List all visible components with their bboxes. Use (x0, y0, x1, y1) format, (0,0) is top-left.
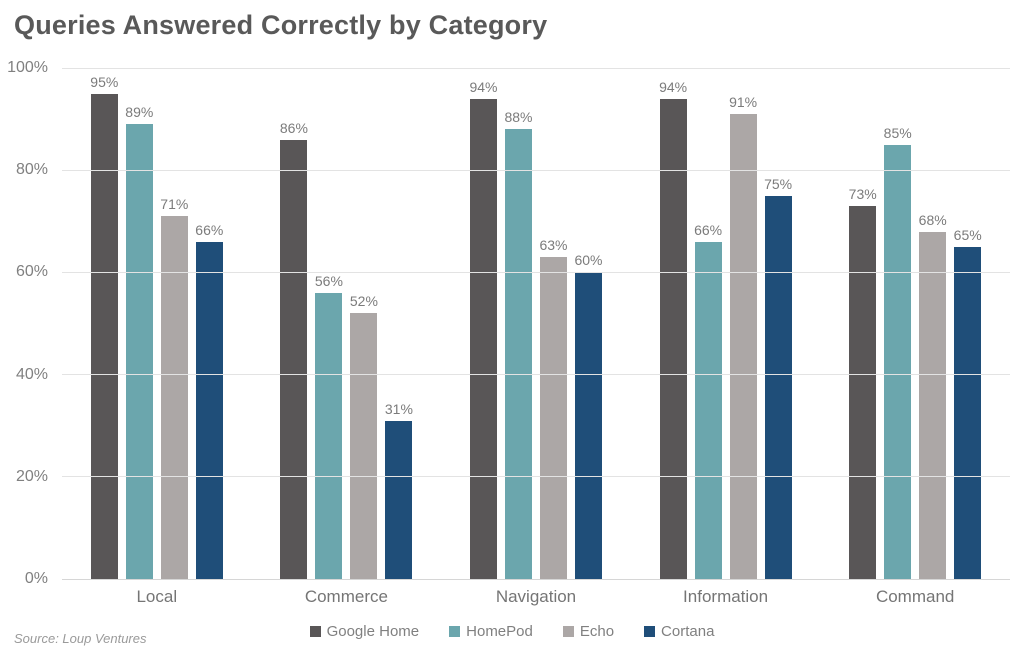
y-tick-label: 100% (7, 59, 48, 76)
bar-homepod: 66% (694, 222, 722, 579)
x-tick-label-local: Local (136, 587, 178, 606)
y-tick-label: 80% (15, 161, 48, 179)
bar-cortana: 60% (574, 252, 603, 579)
bar-value-label: 89% (125, 104, 154, 121)
bar-cortana: 66% (195, 222, 223, 579)
x-tick-label-commerce: Commerce (304, 587, 388, 606)
bar-homepod: 56% (315, 273, 343, 579)
gridline (62, 476, 1010, 478)
bar-value-label: 86% (279, 119, 308, 136)
bar-value-label: 52% (349, 293, 378, 310)
legend-item-cortana: Cortana (644, 623, 714, 640)
bar-value-label: 60% (574, 252, 603, 269)
bar-value-label: 31% (384, 400, 413, 417)
bar-value-label: 63% (539, 237, 568, 254)
chart-title: Queries Answered Correctly by Category (14, 10, 548, 40)
y-tick-label: 60% (15, 263, 48, 281)
y-tick-label: 0% (24, 570, 48, 587)
plot-area: 95% 89% 71% 66% 86% 56% 52% 31% 94% 88% 63% 60% 94% 6… (62, 67, 1010, 580)
legend-swatch-icon (449, 626, 461, 637)
y-tick-label: 20% (15, 467, 48, 485)
legend: Google Home HomePod Echo Cortana (0, 623, 1024, 640)
bar-group-commerce: 86% 56% 52% 31% (252, 68, 442, 579)
bar-echo: 91% (729, 94, 757, 579)
bar-cortana: 65% (954, 227, 982, 579)
x-tick-label-information: Information (683, 587, 769, 606)
bar-value-label: 75% (764, 175, 793, 192)
gridline (62, 271, 1010, 273)
bar-value-label: 56% (314, 272, 343, 289)
legend-swatch-icon (562, 626, 574, 637)
legend-swatch-icon (309, 626, 321, 637)
legend-label: Echo (579, 623, 615, 640)
bar-value-label: 68% (918, 211, 947, 228)
bar-echo: 71% (160, 196, 188, 579)
bar-homepod: 88% (504, 109, 533, 579)
gridline (62, 67, 1010, 69)
bar-value-label: 65% (953, 226, 982, 243)
bar-groups: 95% 89% 71% 66% 86% 56% 52% 31% 94% 88% 63% 60% 94% 6… (62, 68, 1010, 579)
bar-value-label: 94% (469, 78, 498, 95)
gridline (62, 169, 1010, 171)
bar-value-label: 95% (90, 73, 119, 90)
bar-group-navigation: 94% 88% 63% 60% (441, 68, 631, 579)
legend-label: HomePod (466, 623, 533, 640)
legend-label: Google Home (326, 623, 420, 640)
x-tick-label-navigation: Navigation (495, 587, 577, 606)
x-axis: Local Commerce Navigation Information Comman… (62, 587, 1010, 607)
gridline (62, 374, 1010, 376)
bar-google-home: 95% (90, 74, 118, 579)
bar-value-label: 66% (694, 221, 723, 238)
bar-echo: 52% (350, 293, 378, 579)
bar-cortana: 31% (385, 401, 413, 579)
x-tick-label-command: Command (875, 587, 955, 606)
bar-value-label: 91% (729, 94, 758, 110)
bar-value-label: 85% (883, 124, 912, 141)
bar-group-local: 95% 89% 71% 66% (62, 68, 252, 579)
bar-value-label: 88% (504, 109, 533, 126)
bar-value-label: 66% (195, 221, 224, 238)
gridline (62, 578, 1010, 580)
bar-group-information: 94% 66% 91% 75% (631, 68, 821, 579)
bar-homepod: 89% (125, 104, 153, 579)
bar-echo: 68% (919, 212, 947, 579)
bar-value-label: 94% (659, 78, 688, 95)
bar-value-label: 73% (848, 185, 877, 202)
bar-cortana: 75% (764, 176, 792, 579)
legend-item-homepod: HomePod (449, 623, 533, 640)
bar-echo: 63% (539, 237, 568, 579)
bar-homepod: 85% (884, 125, 912, 579)
bar-google-home: 73% (849, 186, 877, 579)
legend-swatch-icon (644, 626, 656, 637)
bar-google-home: 94% (659, 79, 687, 579)
bar-google-home: 86% (280, 120, 308, 579)
bar-google-home: 94% (469, 79, 498, 579)
source-note: Source: Loup Ventures (14, 631, 147, 646)
y-tick-label: 40% (15, 365, 48, 383)
legend-item-google-home: Google Home (309, 623, 420, 640)
legend-label: Cortana (661, 623, 715, 640)
y-axis: 0% 20% 40% 60% 80% 100% (0, 59, 50, 587)
legend-item-echo: Echo (562, 623, 615, 640)
bar-group-command: 73% 85% 68% 65% (820, 68, 1010, 579)
bar-value-label: 71% (160, 196, 189, 213)
